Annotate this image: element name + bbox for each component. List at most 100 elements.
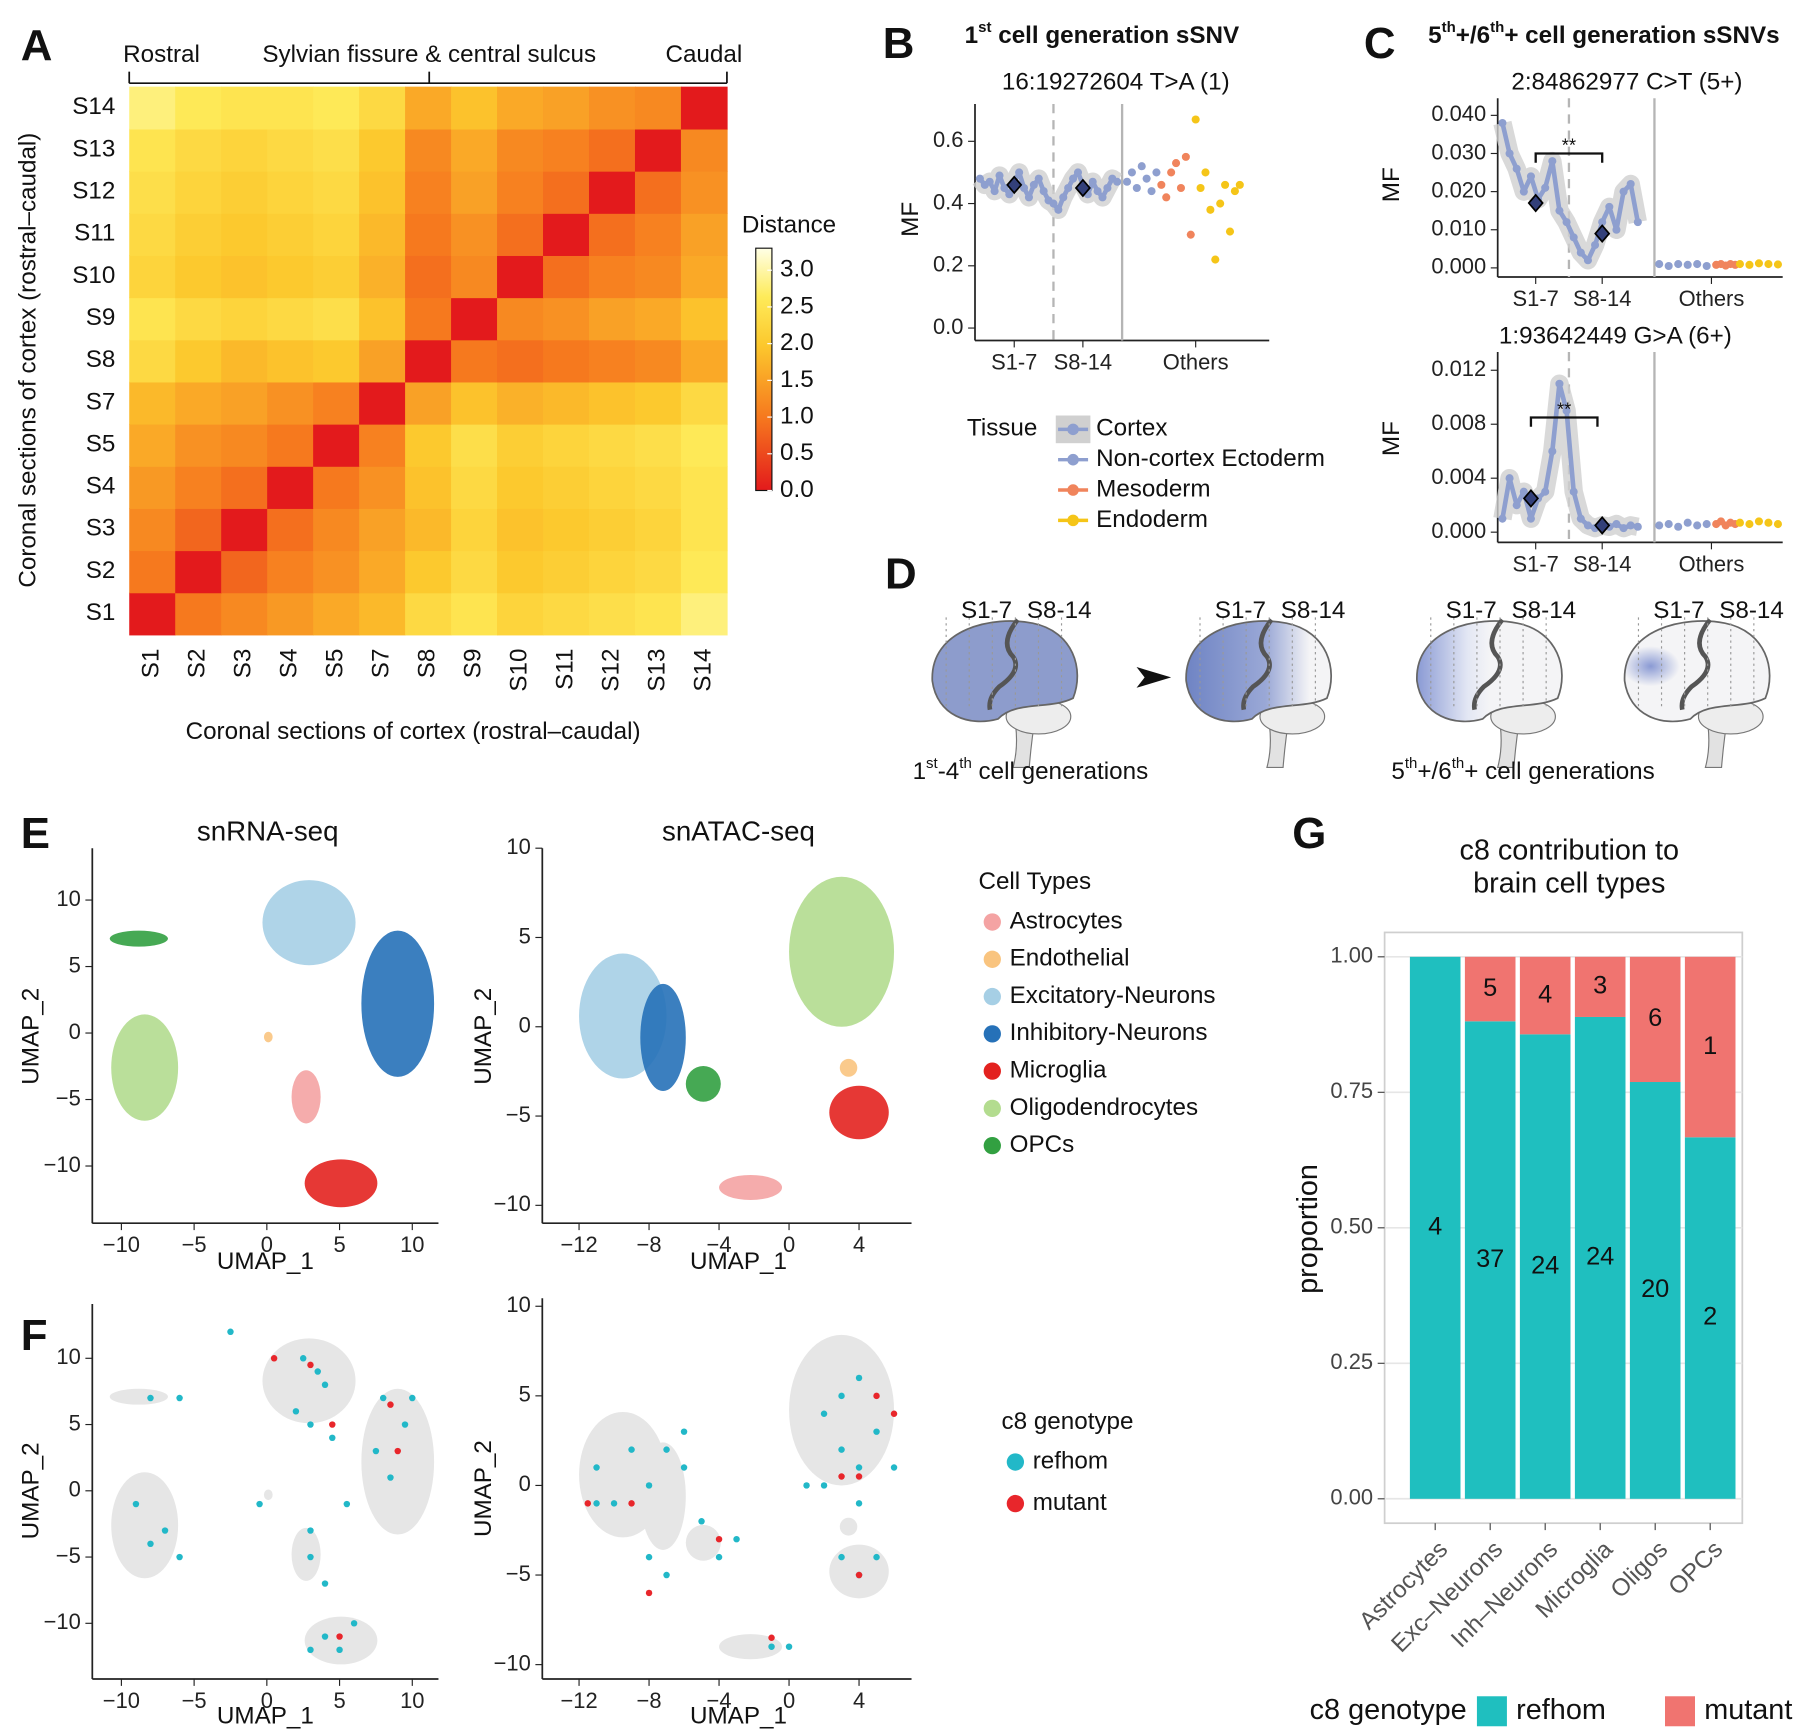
legend-swatch xyxy=(1476,1696,1507,1727)
point xyxy=(1555,379,1564,388)
heatmap-cell xyxy=(588,508,636,552)
x-tick-label: −12 xyxy=(560,1232,597,1257)
colorbar-tick-label: 0.0 xyxy=(780,476,814,503)
heatmap-cell xyxy=(543,255,590,299)
heatmap-cell xyxy=(634,128,682,172)
cluster xyxy=(719,1634,783,1660)
x-category-label: S9 xyxy=(459,649,486,679)
legend-swatch xyxy=(1006,1453,1025,1471)
heatmap-cell xyxy=(497,86,544,130)
y-tick-label: 0.000 xyxy=(1431,254,1486,279)
y-tick-label: −10 xyxy=(494,1650,531,1675)
point xyxy=(1683,518,1692,527)
y-category-label: S3 xyxy=(86,515,116,542)
text-part: th xyxy=(1490,20,1504,37)
point xyxy=(1548,447,1557,456)
y-category-label: S5 xyxy=(86,430,116,457)
heatmap-cell xyxy=(451,381,498,425)
point xyxy=(1147,187,1156,196)
y-category-label: S10 xyxy=(72,262,115,289)
legend-title: Tissue xyxy=(967,415,1037,442)
point xyxy=(1693,521,1702,530)
x-tick-label: Others xyxy=(1163,349,1229,374)
cluster xyxy=(262,880,356,966)
cell-point xyxy=(628,1500,635,1507)
cell-point xyxy=(307,1527,314,1534)
heatmap-cell xyxy=(451,423,498,467)
heatmap-cell xyxy=(405,466,452,509)
heatmap-cell xyxy=(497,423,544,467)
cell-point xyxy=(645,1553,653,1561)
point xyxy=(1693,260,1702,269)
heatmap-cell xyxy=(313,255,360,299)
heatmap-cell xyxy=(313,466,360,509)
point xyxy=(1512,164,1521,173)
heatmap-cell xyxy=(543,297,590,341)
y-category-label: S9 xyxy=(86,304,116,331)
cluster xyxy=(109,930,168,947)
section-label: S8-14 xyxy=(1027,597,1092,624)
y-axis-title: UMAP_2 xyxy=(18,1442,45,1539)
text-part: cell generations xyxy=(972,759,1148,786)
heatmap-cell xyxy=(680,550,728,594)
region-label: Rostral xyxy=(123,41,200,68)
colorbar-tick-label: 2.0 xyxy=(780,329,814,356)
cluster xyxy=(361,930,435,1077)
text-part: th xyxy=(959,756,972,773)
heatmap-cell xyxy=(175,339,222,383)
heatmap-cell xyxy=(221,592,268,636)
cell-point xyxy=(227,1328,234,1336)
heatmap-cell xyxy=(451,508,498,552)
heatmap-cell xyxy=(497,592,544,636)
point xyxy=(1526,514,1535,523)
heatmap-cell xyxy=(221,297,268,341)
heatmap-cell xyxy=(267,550,314,594)
section-label: S8-14 xyxy=(1281,597,1346,624)
cell-point xyxy=(387,1401,394,1408)
heatmap-cell xyxy=(267,466,314,509)
cluster xyxy=(111,1014,179,1121)
legend-title: Distance xyxy=(742,212,836,239)
heatmap-cell xyxy=(313,550,360,594)
heatmap-cell xyxy=(175,213,222,256)
heatmap-cell xyxy=(543,128,590,172)
heatmap-cell xyxy=(405,508,452,552)
significance-label: ** xyxy=(1557,398,1571,419)
cell-point xyxy=(820,1410,828,1417)
cluster xyxy=(829,1544,889,1599)
x-tick-label: 10 xyxy=(400,1232,424,1257)
heatmap-cell xyxy=(313,128,360,172)
point xyxy=(1562,406,1571,415)
cell-point xyxy=(409,1394,416,1402)
cell-point xyxy=(379,1394,387,1402)
cell-point xyxy=(314,1368,321,1375)
heatmap-cell xyxy=(588,381,636,425)
heatmap-cell xyxy=(634,213,682,256)
cell-point xyxy=(768,1643,775,1650)
bar-segment xyxy=(1574,956,1626,1017)
cell-point xyxy=(176,1394,183,1402)
legend-title: c8 genotype xyxy=(1002,1408,1134,1435)
heatmap-cell xyxy=(359,213,406,256)
point xyxy=(1735,260,1744,269)
point xyxy=(1152,168,1161,177)
heatmap-cell xyxy=(129,508,176,552)
x-axis-title: UMAP_1 xyxy=(217,1702,314,1729)
heatmap-cell xyxy=(175,86,222,130)
panel-title: snRNA-seq xyxy=(197,816,339,847)
heatmap-cell xyxy=(267,381,314,425)
point xyxy=(1000,183,1009,193)
cell-point xyxy=(329,1421,336,1428)
heatmap-cell xyxy=(634,339,682,383)
point xyxy=(1127,168,1136,177)
heatmap-cell xyxy=(405,423,452,467)
cell-point xyxy=(855,1500,863,1507)
point xyxy=(995,171,1004,180)
y-axis-title: UMAP_2 xyxy=(470,988,497,1085)
heatmap-cell xyxy=(680,86,728,130)
legend-label: refhom xyxy=(1033,1447,1108,1474)
heatmap-cell xyxy=(359,423,406,467)
text-part: th xyxy=(1405,756,1418,773)
legend-label: OPCs xyxy=(1010,1131,1075,1158)
point xyxy=(1583,521,1592,530)
